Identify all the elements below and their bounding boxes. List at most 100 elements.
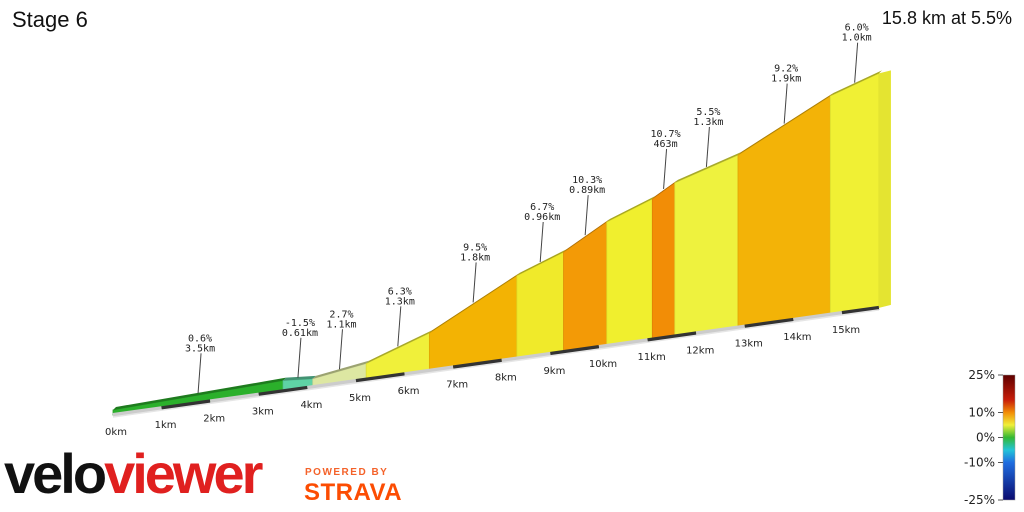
segment-top-edge <box>283 375 316 381</box>
km-band <box>112 406 162 417</box>
logo-viewer: viewer <box>104 442 263 505</box>
segment-top-edge <box>429 272 520 334</box>
km-band <box>501 351 551 363</box>
km-ticks: 0km 1km 2km 3km 4km 5km 6km 7km 8km 9km 10km 11km 12… <box>105 325 860 438</box>
label-leader <box>197 353 202 394</box>
legend-tick-label: 10% <box>968 406 995 420</box>
x-tick-label: 3km <box>252 407 274 418</box>
x-tick-label: 9km <box>543 366 565 377</box>
logo-velo: velo <box>4 442 107 505</box>
label-leader <box>663 148 668 189</box>
segment-length-label: 1.0km <box>842 33 872 44</box>
label-leader <box>338 329 343 370</box>
segment-fill <box>674 154 739 337</box>
x-tick-label: 8km <box>495 373 517 384</box>
legend-tick-label: -10% <box>964 456 995 470</box>
km-band <box>744 317 794 329</box>
x-tick-label: 14km <box>783 332 811 343</box>
label-leader <box>854 42 859 83</box>
segment-grade-label: -1.5% <box>285 318 315 329</box>
segment-length-label: 0.89km <box>569 185 605 196</box>
km-band <box>841 305 880 315</box>
segment-top-edge <box>830 70 882 97</box>
x-tick-label: 15km <box>832 325 860 336</box>
profile-segments <box>112 70 891 416</box>
label-leader <box>539 221 544 263</box>
legend-tick-label: 0% <box>976 431 995 445</box>
x-tick-label: 10km <box>589 359 617 370</box>
segment-grade-label: 6.7% <box>530 202 554 213</box>
km-band <box>161 399 211 411</box>
km-band <box>307 379 357 390</box>
x-tick-label: 6km <box>398 386 420 397</box>
km-band <box>355 372 405 383</box>
segment-fill <box>516 251 564 359</box>
label-leader <box>783 83 788 124</box>
segment-grade-label: 5.5% <box>696 107 720 118</box>
km-band <box>793 311 843 322</box>
x-tick-label: 4km <box>300 400 322 411</box>
strava-logo[interactable]: STRAVA <box>304 479 403 506</box>
label-leader <box>297 337 302 378</box>
gradient-legend: 25% 10% 0% -10% -25% <box>964 368 1016 507</box>
segment-fill <box>829 72 880 316</box>
segment-top-edge <box>674 152 741 183</box>
legend-tick-label: 25% <box>968 368 995 382</box>
segment-grade-label: 2.7% <box>329 309 353 320</box>
segment-grade-label: 9.5% <box>463 242 487 253</box>
veloviewer-logo[interactable]: veloviewer <box>4 446 263 502</box>
km-band <box>258 385 308 397</box>
km-band <box>695 324 746 336</box>
km-band <box>404 365 454 377</box>
segment-grade-label: 6.3% <box>388 286 412 297</box>
label-leader <box>397 306 402 347</box>
label-leader <box>472 262 477 303</box>
chart-title: Stage 6 <box>12 7 88 32</box>
segment-grade-label: 9.2% <box>774 64 798 75</box>
segment-length-label: 1.1km <box>326 319 356 330</box>
segment-fill <box>606 198 653 347</box>
segment-length-label: 1.3km <box>693 117 723 128</box>
segment-top-edge <box>652 179 678 200</box>
segment-grade-label: 10.7% <box>651 129 681 140</box>
segment-length-label: 0.96km <box>524 212 560 223</box>
segment-top-edge <box>563 218 610 253</box>
segment-grade-label: 6.0% <box>845 23 869 34</box>
label-leader <box>705 126 710 168</box>
segment-top-edge <box>606 196 656 222</box>
segment-grade-label: 10.3% <box>572 175 602 186</box>
segment-length-label: 463m <box>654 139 678 150</box>
x-tick-label: 11km <box>637 352 665 363</box>
legend-color-bar <box>1002 374 1016 501</box>
segment-length-label: 0.61km <box>282 328 318 339</box>
segment-top-edge <box>516 249 567 276</box>
legend-tick-label: -25% <box>964 493 995 507</box>
segment-length-label: 1.8km <box>460 252 490 263</box>
x-tick-label: 13km <box>735 339 763 350</box>
x-tick-label: 0km <box>105 427 127 438</box>
km-band <box>209 392 260 404</box>
x-tick-label: 1km <box>155 420 177 431</box>
powered-by-text: POWERED BY <box>305 467 389 478</box>
x-tick-label: 7km <box>446 379 468 390</box>
x-tick-label: 5km <box>349 393 371 404</box>
segment-grade-label: 0.6% <box>188 333 212 344</box>
x-tick-label: 12km <box>686 345 714 356</box>
segment-labels: 0.6%3.5km-1.5%0.61km2.7%1.1km6.3%1.3km9.… <box>185 23 872 394</box>
segment-top-edge <box>312 360 370 379</box>
km-band <box>598 338 648 349</box>
segment-top-edge <box>366 330 433 364</box>
segment-fill <box>737 95 831 329</box>
segment-top-edge <box>113 377 287 410</box>
label-leader <box>584 195 589 236</box>
segment-end-face <box>878 70 891 308</box>
segment-length-label: 3.5km <box>185 343 215 354</box>
segment-length-label: 1.3km <box>385 296 415 307</box>
x-tick-label: 2km <box>203 413 225 424</box>
segment-length-label: 1.9km <box>771 74 801 85</box>
km-band <box>452 358 503 370</box>
km-band <box>550 345 600 356</box>
segment-fill <box>563 221 608 353</box>
baseline-shadow <box>112 309 880 418</box>
